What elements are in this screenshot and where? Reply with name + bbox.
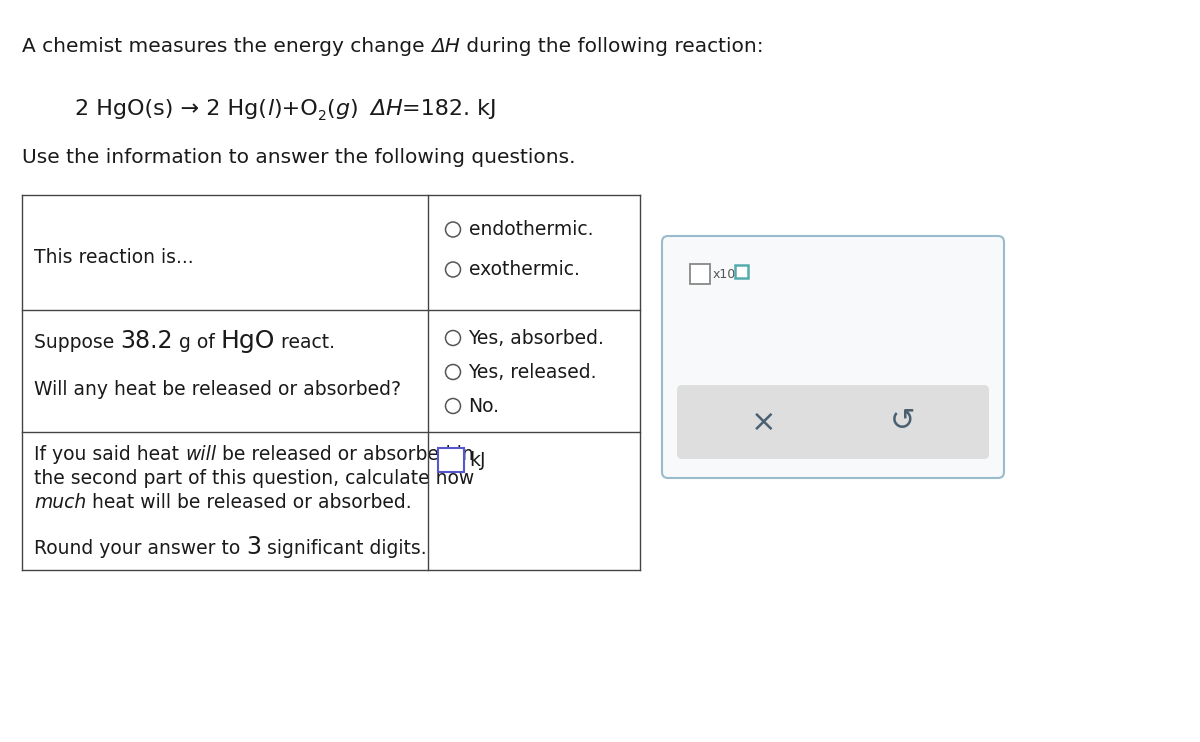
Text: will: will <box>185 445 216 464</box>
Text: kJ: kJ <box>469 450 486 470</box>
Text: 38.2: 38.2 <box>120 329 173 353</box>
Text: l: l <box>266 99 274 119</box>
Text: No.: No. <box>468 396 499 416</box>
Text: exothermic.: exothermic. <box>468 260 580 279</box>
Text: during the following reaction:: during the following reaction: <box>460 37 763 56</box>
Text: g of: g of <box>173 333 221 352</box>
Text: 2 HgO(s) → 2 Hg(: 2 HgO(s) → 2 Hg( <box>74 99 266 119</box>
FancyBboxPatch shape <box>677 385 989 459</box>
Text: )+O: )+O <box>274 99 318 119</box>
Text: HgO: HgO <box>221 329 275 353</box>
Text: ↺: ↺ <box>889 407 916 436</box>
Text: This reaction is...: This reaction is... <box>34 248 193 267</box>
Text: react.: react. <box>275 333 335 352</box>
Text: be released or absorbed in: be released or absorbed in <box>216 445 474 464</box>
Text: endothermic.: endothermic. <box>468 220 593 239</box>
Text: x10: x10 <box>713 268 737 280</box>
FancyBboxPatch shape <box>662 236 1004 478</box>
Bar <box>734 265 748 278</box>
Text: H: H <box>385 99 402 119</box>
Text: heat will be released or absorbed.: heat will be released or absorbed. <box>86 493 412 512</box>
Text: significant digits.: significant digits. <box>262 539 427 558</box>
Text: g: g <box>335 99 349 119</box>
Text: the second part of this question, calculate how: the second part of this question, calcul… <box>34 469 474 488</box>
Text: ΔH: ΔH <box>431 37 460 56</box>
Text: ×: × <box>751 407 776 436</box>
Text: Suppose: Suppose <box>34 333 120 352</box>
Text: ): ) <box>349 99 358 119</box>
Text: Δ: Δ <box>370 99 385 119</box>
Text: Round your answer to: Round your answer to <box>34 539 246 558</box>
Bar <box>690 264 710 284</box>
Text: 2: 2 <box>318 109 326 123</box>
Text: Yes, absorbed.: Yes, absorbed. <box>468 329 605 347</box>
Bar <box>438 448 464 472</box>
Text: If you said heat: If you said heat <box>34 445 185 464</box>
Text: Use the information to answer the following questions.: Use the information to answer the follow… <box>22 148 576 167</box>
Text: Will any heat be released or absorbed?: Will any heat be released or absorbed? <box>34 380 401 399</box>
Text: (: ( <box>326 99 335 119</box>
Text: much: much <box>34 493 86 512</box>
Text: A chemist measures the energy change: A chemist measures the energy change <box>22 37 431 56</box>
Text: 3: 3 <box>246 535 262 559</box>
Text: =182. kJ: =182. kJ <box>402 99 497 119</box>
Text: Yes, released.: Yes, released. <box>468 363 598 381</box>
